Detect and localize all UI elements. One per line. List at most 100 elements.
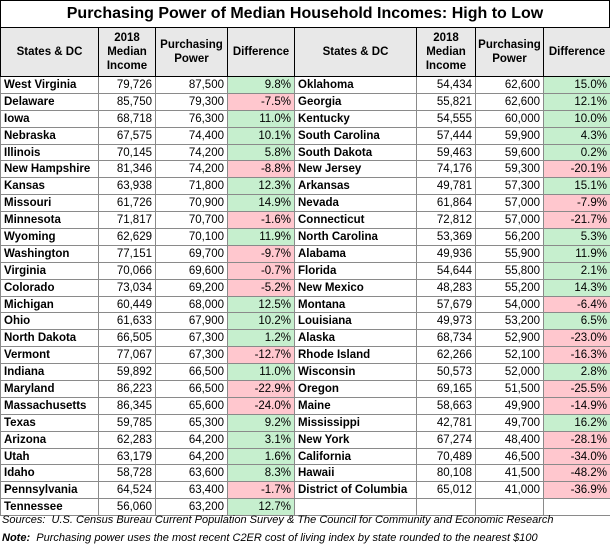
state-name-cell: North Carolina [294, 228, 417, 246]
purchasing-power-cell: 63,600 [155, 464, 228, 483]
difference-cell: 8.3% [227, 464, 295, 483]
table-row: Vermont 77,067 67,300 -12.7% Rhode Island 62,… [0, 346, 610, 365]
purchasing-power-cell: 63,400 [155, 481, 228, 500]
difference-cell: 10.0% [543, 109, 610, 128]
median-income-cell: 61,633 [98, 312, 156, 331]
median-income-cell: 80,108 [416, 464, 476, 483]
header-income-right: 2018 Median Income [416, 27, 476, 77]
state-name-cell: Wyoming [0, 228, 99, 246]
state-name-cell: Oregon [294, 380, 417, 398]
state-name-cell: Louisiana [294, 312, 417, 331]
header-income-line2: Median [107, 46, 147, 58]
median-income-cell: 48,283 [416, 278, 476, 297]
sources-footnote: Sources: U.S. Census Bureau Current Popu… [2, 514, 554, 526]
header-income-line3: Income [106, 60, 148, 72]
difference-cell: -34.0% [543, 447, 610, 466]
table-row: Pennsylvania 64,524 63,400 -1.7% District of… [0, 481, 610, 500]
difference-cell: -5.2% [227, 278, 295, 297]
difference-cell: -36.9% [543, 481, 610, 500]
header-power-line1: Purchasing [160, 39, 223, 51]
state-name-cell: New Hampshire [0, 160, 99, 179]
state-name-cell: Rhode Island [294, 346, 417, 365]
purchasing-power-cell: 59,600 [475, 143, 544, 162]
difference-cell: -22.9% [227, 380, 295, 398]
purchasing-power-cell: 49,700 [475, 413, 544, 432]
state-name-cell: Virginia [0, 261, 99, 280]
state-name-cell: District of Columbia [294, 481, 417, 500]
purchasing-power-cell: 67,900 [155, 312, 228, 331]
empty-cell [294, 498, 417, 517]
purchasing-power-cell: 66,500 [155, 380, 228, 398]
median-income-cell: 74,176 [416, 160, 476, 179]
empty-cell [543, 498, 610, 517]
table-row: Michigan 60,449 68,000 12.5% Montana 57,679 54… [0, 295, 610, 314]
table-row: Maryland 86,223 66,500 -22.9% Oregon 69,165 51… [0, 380, 610, 398]
difference-cell: 6.5% [543, 312, 610, 331]
state-name-cell: Michigan [0, 295, 99, 314]
difference-cell: -21.7% [543, 211, 610, 230]
difference-cell: -1.7% [227, 481, 295, 500]
purchasing-power-cell: 71,800 [155, 177, 228, 196]
header-state-right: States & DC [294, 27, 417, 77]
state-name-cell: Washington [0, 244, 99, 263]
state-name-cell: Montana [294, 295, 417, 314]
purchasing-power-cell: 54,000 [475, 295, 544, 314]
state-name-cell: Idaho [0, 464, 99, 483]
median-income-cell: 79,726 [98, 76, 156, 94]
difference-cell: -9.7% [227, 244, 295, 263]
difference-cell: 5.8% [227, 143, 295, 162]
header-diff-left: Difference [227, 27, 295, 77]
median-income-cell: 73,034 [98, 278, 156, 297]
state-name-cell: Missouri [0, 194, 99, 213]
table-row: Missouri 61,726 70,900 14.9% Nevada 61,864 57,… [0, 194, 610, 213]
state-name-cell: Maine [294, 396, 417, 415]
note-text: Purchasing power uses the most recent C2… [36, 532, 538, 544]
difference-cell: 14.3% [543, 278, 610, 297]
difference-cell: 12.3% [227, 177, 295, 196]
median-income-cell: 54,555 [416, 109, 476, 128]
header-power-right: Purchasing Power [475, 27, 544, 77]
state-name-cell: Mississippi [294, 413, 417, 432]
state-name-cell: Vermont [0, 346, 99, 365]
difference-cell: 11.9% [543, 244, 610, 263]
state-name-cell: Utah [0, 447, 99, 466]
median-income-cell: 77,067 [98, 346, 156, 365]
note-footnote: Note: Purchasing power uses the most rec… [2, 532, 538, 544]
sources-label: Sources: [2, 514, 46, 526]
median-income-cell: 59,463 [416, 143, 476, 162]
median-income-cell: 77,151 [98, 244, 156, 263]
difference-cell: 2.1% [543, 261, 610, 280]
purchasing-power-cell: 74,400 [155, 126, 228, 145]
difference-cell: -25.5% [543, 380, 610, 398]
median-income-cell: 42,781 [416, 413, 476, 432]
median-income-cell: 62,266 [416, 346, 476, 365]
difference-cell: 9.2% [227, 413, 295, 432]
purchasing-power-cell: 65,300 [155, 413, 228, 432]
difference-cell: -48.2% [543, 464, 610, 483]
difference-cell: -20.1% [543, 160, 610, 179]
purchasing-power-cell: 69,700 [155, 244, 228, 263]
state-name-cell: Georgia [294, 92, 417, 111]
header-income-line2: Median [426, 46, 466, 58]
purchasing-power-cell: 69,200 [155, 278, 228, 297]
purchasing-power-cell: 63,200 [155, 498, 228, 517]
median-income-cell: 55,821 [416, 92, 476, 111]
purchasing-power-cell: 51,500 [475, 380, 544, 398]
purchasing-power-cell: 57,000 [475, 194, 544, 213]
purchasing-power-cell: 70,700 [155, 211, 228, 230]
difference-cell: -7.9% [543, 194, 610, 213]
median-income-cell: 50,573 [416, 363, 476, 382]
difference-cell: -16.3% [543, 346, 610, 365]
table-row: Utah 63,179 64,200 1.6% California 70,489 46,5… [0, 447, 610, 466]
table-row: North Dakota 66,505 67,300 1.2% Alaska 68,734… [0, 329, 610, 348]
state-name-cell: South Carolina [294, 126, 417, 145]
purchasing-power-cell: 57,300 [475, 177, 544, 196]
purchasing-power-cell: 67,300 [155, 329, 228, 348]
purchasing-power-cell: 60,000 [475, 109, 544, 128]
purchasing-power-cell: 59,300 [475, 160, 544, 179]
purchasing-power-cell: 52,100 [475, 346, 544, 365]
difference-cell: -24.0% [227, 396, 295, 415]
state-name-cell: Massachusetts [0, 396, 99, 415]
median-income-cell: 68,718 [98, 109, 156, 128]
